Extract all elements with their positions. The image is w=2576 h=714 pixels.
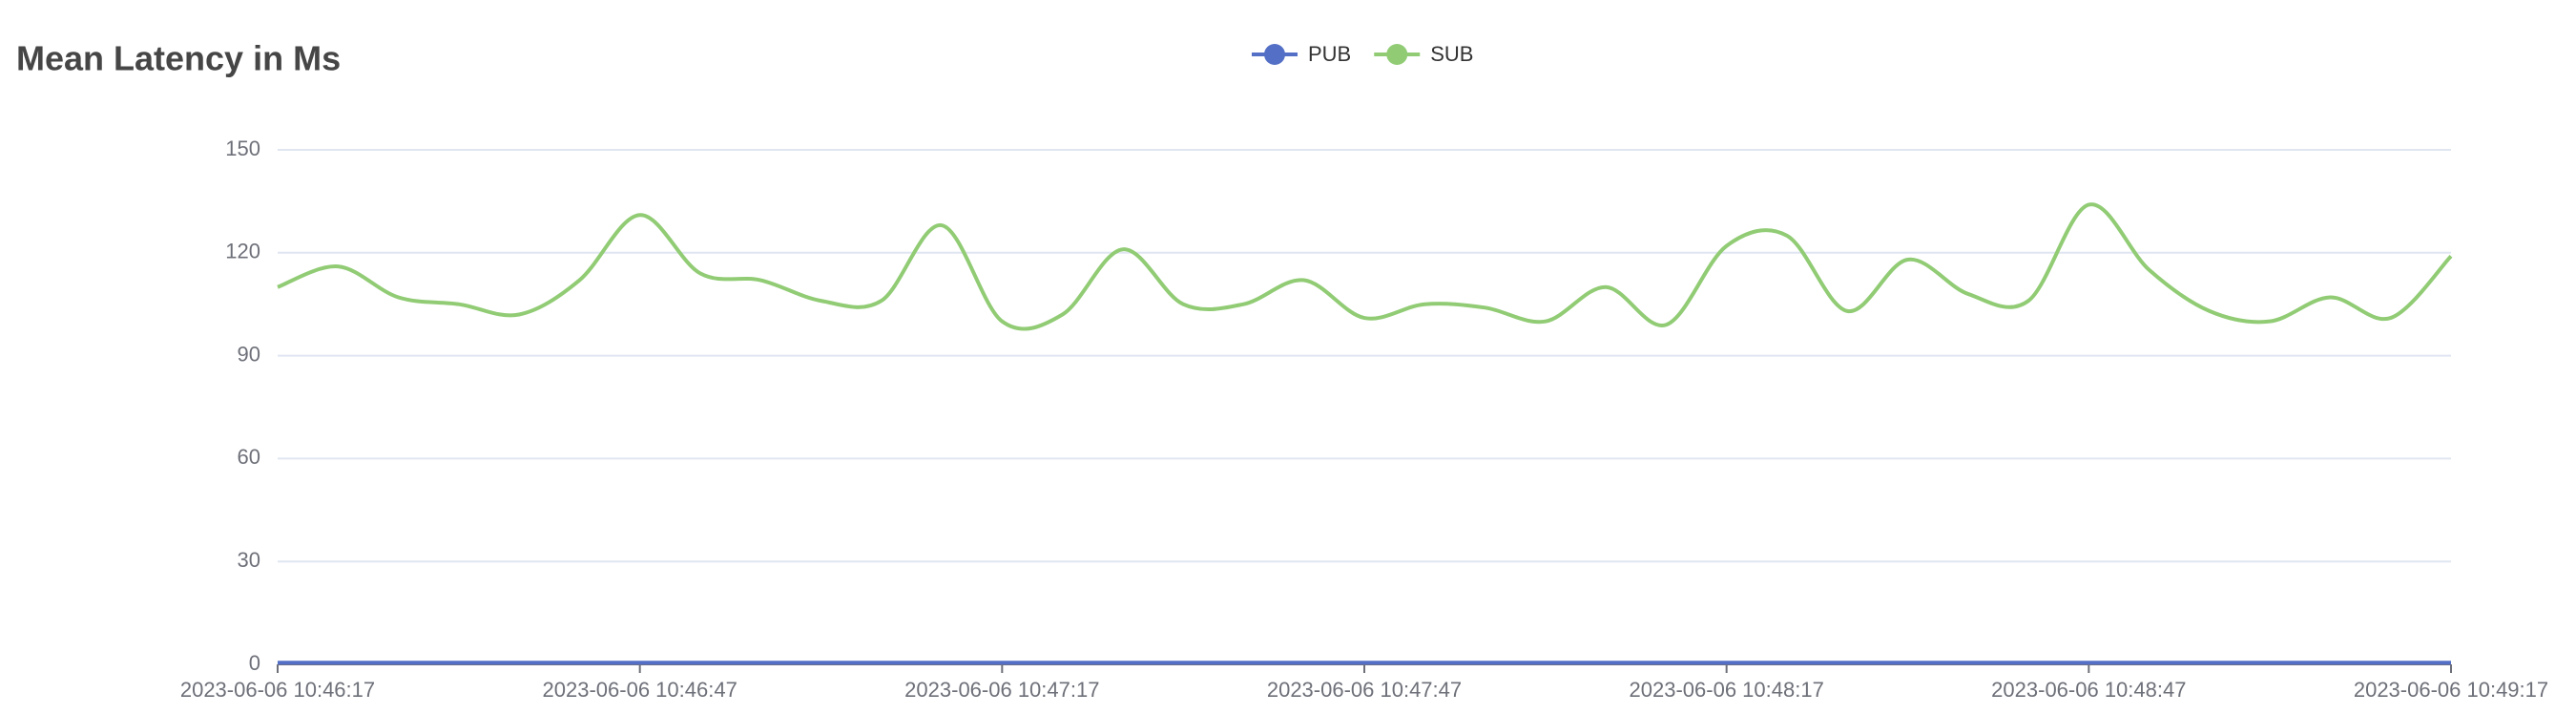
y-tick-label: 150 (225, 136, 260, 160)
x-tick-label: 2023-06-06 10:47:47 (1267, 678, 1462, 702)
x-tick-label: 2023-06-06 10:46:17 (180, 678, 375, 702)
y-tick-label: 0 (249, 651, 260, 675)
y-tick-label: 120 (225, 240, 260, 263)
chart-title: Mean Latency in Ms (16, 39, 341, 78)
y-tick-label: 90 (238, 342, 260, 366)
legend-label: SUB (1430, 42, 1473, 66)
legend-marker (1386, 44, 1408, 65)
legend-label: PUB (1308, 42, 1351, 66)
line-series (277, 202, 2453, 331)
y-tick-label: 30 (238, 548, 260, 572)
legend-marker (1264, 44, 1285, 65)
x-tick-label: 2023-06-06 10:49:17 (2354, 678, 2548, 702)
x-tick-label: 2023-06-06 10:47:17 (904, 678, 1099, 702)
x-tick-label: 2023-06-06 10:48:47 (1991, 678, 2186, 702)
y-tick-label: 60 (238, 445, 260, 469)
x-tick-label: 2023-06-06 10:46:47 (543, 678, 737, 702)
x-tick-label: 2023-06-06 10:48:17 (1630, 678, 1824, 702)
